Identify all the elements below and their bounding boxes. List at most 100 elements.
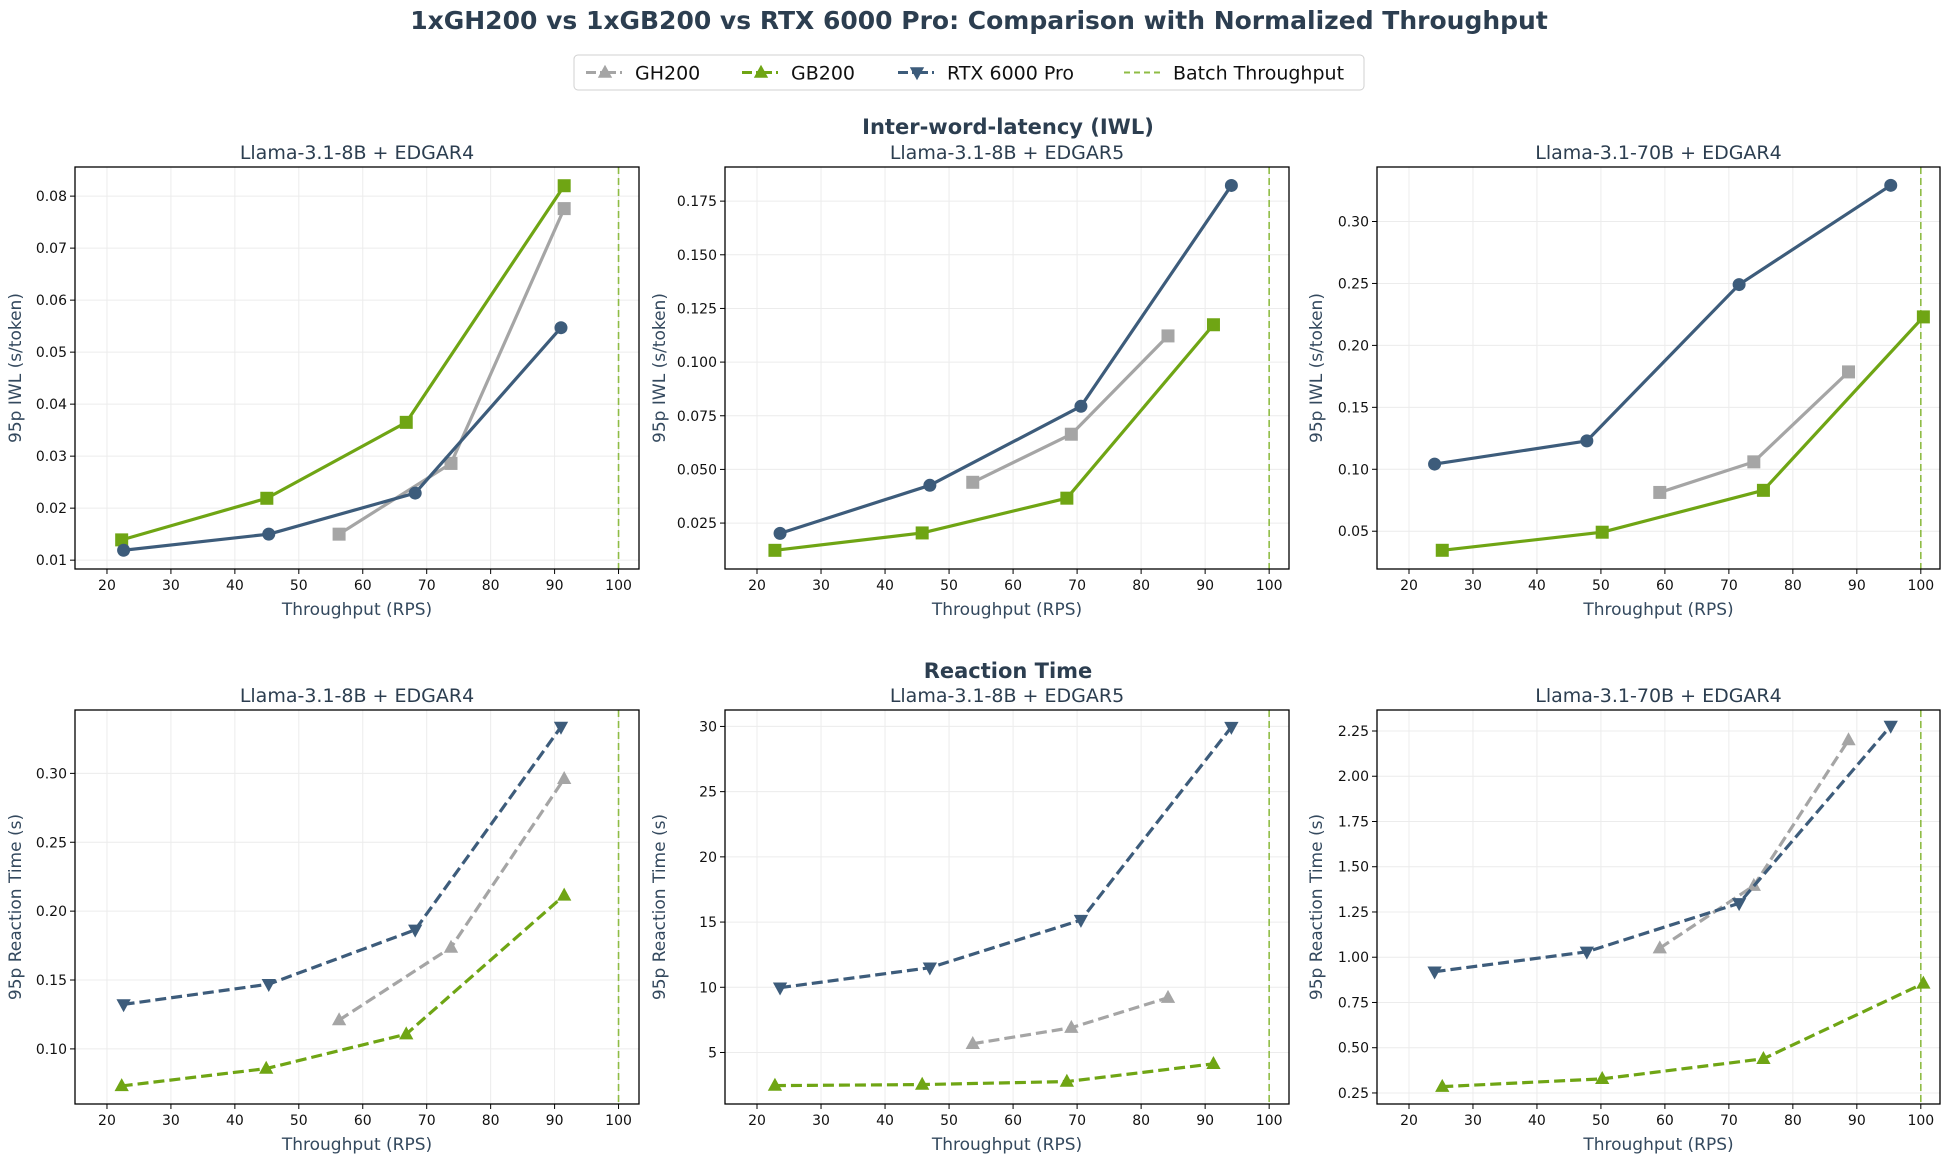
data-point (1427, 966, 1442, 980)
y-axis-label: 95p Reaction Time (s) (650, 814, 670, 1000)
x-axis-label: Throughput (RPS) (281, 1135, 432, 1155)
series-line (774, 323, 1215, 552)
x-tick-label: 60 (1004, 1113, 1022, 1129)
y-tick-label: 10 (699, 980, 717, 996)
x-tick-label: 30 (812, 578, 830, 594)
data-point (1161, 329, 1175, 343)
x-tick-label: 100 (1256, 578, 1283, 594)
legend-marker-icon (753, 64, 769, 78)
series-line (123, 326, 563, 552)
series-rtx-6000-pro (117, 321, 568, 557)
y-tick-label: 0.04 (36, 397, 67, 413)
data-point (1756, 1050, 1771, 1064)
series-rtx-6000-pro (1427, 720, 1898, 980)
y-axis-label: 95p IWL (s/token) (1307, 293, 1327, 443)
data-point (1883, 720, 1898, 734)
x-tick-label: 50 (940, 1113, 958, 1129)
data-point (1073, 914, 1089, 928)
data-point (116, 999, 131, 1013)
x-axis-label: Throughput (RPS) (931, 1135, 1082, 1155)
x-tick-label: 70 (418, 578, 436, 594)
data-point (1652, 940, 1667, 954)
y-tick-label: 0.06 (36, 293, 67, 309)
series-rtx-6000-pro (1428, 178, 1898, 471)
data-point (1435, 1078, 1450, 1092)
x-tick-label: 20 (748, 578, 766, 594)
data-point (553, 721, 569, 735)
x-tick-label: 40 (226, 1113, 244, 1129)
data-point (772, 982, 788, 996)
x-tick-label: 100 (605, 578, 632, 594)
axes-frame (724, 709, 1290, 1105)
data-point (1653, 485, 1667, 499)
plot-area (75, 167, 639, 569)
axes-frame (1376, 166, 1941, 570)
x-tick-label: 90 (1196, 1113, 1214, 1129)
x-tick-label: 60 (1656, 578, 1674, 594)
y-tick-label: 1.75 (1338, 814, 1369, 830)
x-tick-label: 40 (1528, 578, 1546, 594)
data-point (1206, 318, 1220, 332)
subplot-title: Llama-3.1-8B + EDGAR5 (890, 685, 1124, 707)
data-point (408, 924, 423, 938)
plot-area (1377, 710, 1940, 1104)
data-point (117, 543, 131, 557)
y-tick-label: 0.175 (677, 194, 717, 210)
subplot-1: 20 30 40 50 60 70 80 90 100 0.01 0.02 0.03 0.04 0.05 0… (6, 142, 640, 620)
y-tick-label: 0.30 (1338, 215, 1369, 231)
x-tick-label: 90 (546, 578, 564, 594)
data-point (1206, 1056, 1221, 1070)
data-point (259, 1060, 274, 1074)
y-tick-label: 0.15 (36, 973, 67, 989)
series-gh200 (966, 329, 1175, 489)
y-tick-label: 15 (699, 915, 717, 931)
x-tick-label: 30 (162, 1113, 180, 1129)
data-point (1916, 310, 1930, 324)
x-tick-label: 30 (812, 1113, 830, 1129)
data-point (1841, 732, 1856, 746)
data-point (115, 533, 129, 547)
legend-label: Batch Throughput (1173, 63, 1344, 85)
data-point (1060, 491, 1074, 505)
data-point (1160, 989, 1176, 1003)
x-tick-label: 50 (1592, 578, 1610, 594)
data-point (1842, 365, 1856, 379)
y-tick-label: 0.125 (677, 301, 717, 317)
legend-marker-icon (909, 67, 925, 81)
series-line (1434, 724, 1892, 974)
x-tick-label: 80 (1132, 578, 1150, 594)
y-tick-label: 0.05 (36, 345, 67, 361)
data-point (332, 527, 346, 541)
y-tick-label: 0.05 (1338, 524, 1369, 540)
y-tick-label: 0.10 (36, 1042, 67, 1058)
y-tick-label: 0.10 (1338, 462, 1369, 478)
data-point (1435, 543, 1449, 557)
subplot-title: Llama-3.1-8B + EDGAR4 (240, 685, 474, 707)
data-point (399, 415, 413, 429)
data-point (923, 478, 937, 492)
y-axis-label: 95p Reaction Time (s) (1307, 814, 1327, 1000)
subplot-title: Llama-3.1-8B + EDGAR4 (240, 142, 474, 164)
y-tick-label: 1.00 (1338, 950, 1369, 966)
x-tick-label: 20 (1400, 578, 1418, 594)
data-point (1731, 898, 1747, 912)
legend-frame (573, 54, 1365, 91)
x-tick-label: 20 (748, 1113, 766, 1129)
x-tick-label: 90 (546, 1113, 564, 1129)
y-tick-label: 0.30 (36, 766, 67, 782)
series-line (121, 894, 566, 1088)
x-tick-label: 30 (162, 578, 180, 594)
x-tick-label: 70 (1720, 1113, 1738, 1129)
x-tick-label: 20 (98, 578, 116, 594)
x-tick-label: 60 (354, 578, 372, 594)
subplot-title: Llama-3.1-70B + EDGAR4 (1535, 142, 1781, 164)
x-tick-label: 40 (876, 1113, 894, 1129)
data-point (1884, 178, 1898, 192)
series-line (123, 726, 563, 1006)
x-tick-label: 70 (1068, 578, 1086, 594)
x-tick-label: 100 (1256, 1113, 1283, 1129)
y-tick-label: 0.25 (36, 835, 67, 851)
y-tick-label: 0.01 (36, 553, 67, 569)
x-tick-label: 80 (1132, 1113, 1150, 1129)
